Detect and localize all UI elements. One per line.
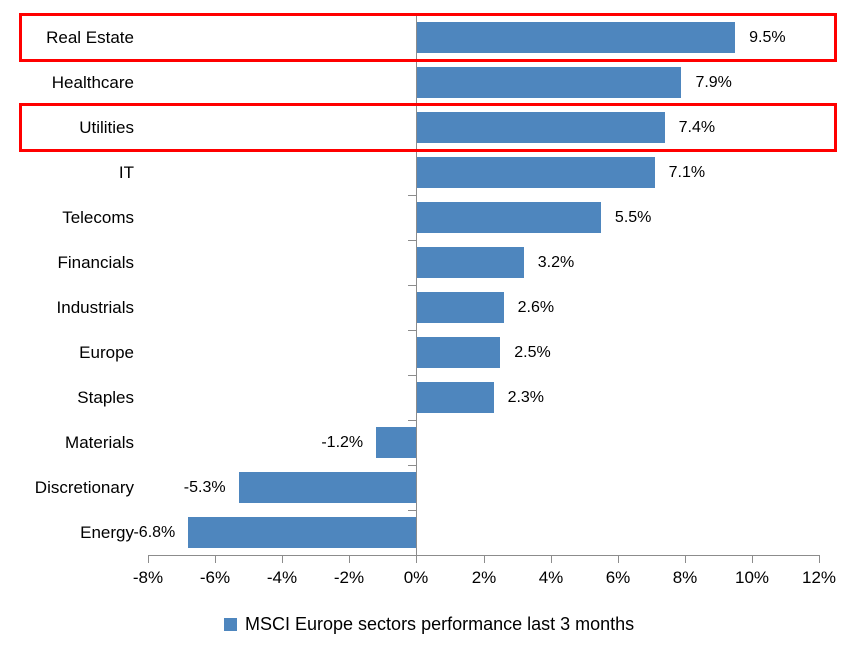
- category-label: Industrials: [56, 298, 134, 317]
- bar: [416, 112, 665, 143]
- category-axis-tick: [408, 420, 416, 421]
- value-label: -5.3%: [183, 479, 226, 496]
- value-axis-tick: [484, 555, 485, 563]
- value-axis-tick-label: 0%: [403, 568, 429, 587]
- value-label: -6.8%: [133, 524, 176, 541]
- value-label: 2.6%: [517, 299, 555, 316]
- bar: [416, 67, 682, 98]
- bar: [416, 292, 504, 323]
- value-axis-tick-label: 4%: [538, 568, 564, 587]
- category-label: Telecoms: [62, 208, 134, 227]
- category-label: Materials: [65, 433, 134, 452]
- value-label: 2.3%: [507, 389, 545, 406]
- legend: MSCI Europe sectors performance last 3 m…: [224, 614, 634, 635]
- value-label: 2.5%: [514, 344, 551, 361]
- category-axis-tick: [408, 555, 416, 556]
- category-axis-tick: [408, 240, 416, 241]
- bar: [416, 22, 736, 53]
- category-axis-tick: [408, 510, 416, 511]
- value-label: 3.2%: [537, 254, 575, 271]
- value-axis-tick-label: -4%: [266, 568, 298, 587]
- value-axis-tick: [282, 555, 283, 563]
- value-axis-tick-label: 6%: [605, 568, 631, 587]
- bar: [376, 427, 417, 458]
- value-label: 5.5%: [614, 209, 652, 226]
- value-axis-tick: [685, 555, 686, 563]
- bar: [238, 472, 417, 503]
- category-label: Financials: [57, 253, 134, 272]
- category-axis-tick: [408, 465, 416, 466]
- category-axis-tick: [408, 195, 416, 196]
- value-axis-tick: [551, 555, 552, 563]
- value-axis-line: [148, 555, 819, 556]
- value-label: -1.2%: [321, 434, 364, 451]
- bar: [416, 337, 501, 368]
- bar: [188, 517, 417, 548]
- category-label: Real Estate: [46, 28, 134, 47]
- category-axis-tick: [408, 330, 416, 331]
- bar: [416, 157, 655, 188]
- value-label: 9.5%: [749, 29, 786, 46]
- category-label: IT: [118, 163, 134, 182]
- value-label: 7.4%: [678, 119, 716, 136]
- value-label: 7.1%: [668, 164, 706, 181]
- category-axis-line: [416, 15, 417, 555]
- category-label: Healthcare: [51, 73, 134, 92]
- category-label: Staples: [77, 388, 134, 407]
- value-axis-tick-label: 10%: [734, 568, 770, 587]
- value-axis-tick-label: -2%: [333, 568, 365, 587]
- category-label: Energy: [80, 523, 134, 542]
- highlight-box-real-estate: [19, 13, 837, 62]
- value-axis-tick-label: 2%: [471, 568, 497, 587]
- value-label: 7.9%: [695, 74, 732, 91]
- value-axis-tick: [819, 555, 820, 563]
- category-axis-tick: [408, 285, 416, 286]
- value-axis-tick: [416, 555, 417, 563]
- value-axis-tick: [752, 555, 753, 563]
- value-axis-tick-label: 8%: [672, 568, 698, 587]
- category-label: Discretionary: [34, 478, 134, 497]
- bar: [416, 247, 524, 278]
- bar: [416, 202, 601, 233]
- value-axis-tick-label: 12%: [801, 568, 837, 587]
- value-axis-tick: [148, 555, 149, 563]
- legend-swatch-icon: [224, 618, 237, 631]
- category-label: Utilities: [79, 118, 134, 137]
- value-axis-tick: [349, 555, 350, 563]
- value-axis-tick: [215, 555, 216, 563]
- category-axis-tick: [408, 375, 416, 376]
- value-axis-tick: [618, 555, 619, 563]
- category-label: Europe: [79, 343, 134, 362]
- value-axis-tick-label: -8%: [132, 568, 164, 587]
- bar: [416, 382, 494, 413]
- value-axis-tick-label: -6%: [199, 568, 231, 587]
- highlight-box-utilities: [19, 103, 837, 152]
- legend-label: MSCI Europe sectors performance last 3 m…: [245, 614, 635, 634]
